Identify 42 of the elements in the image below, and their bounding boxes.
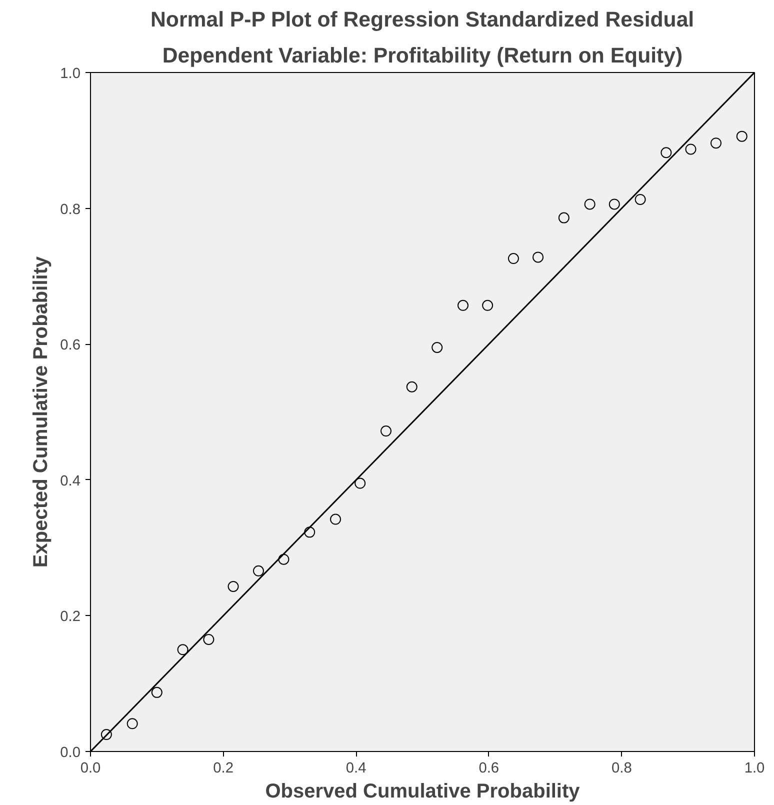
point <box>634 194 646 205</box>
point <box>508 253 519 264</box>
y-tick-label: 0.0 <box>60 745 80 761</box>
y-tick-label: 0.8 <box>60 202 80 218</box>
point <box>304 526 316 538</box>
point <box>685 144 696 155</box>
y-tick-label: 1.0 <box>60 66 80 82</box>
y-tick-label: 0.2 <box>60 609 80 626</box>
x-axis-title: Observed Cumulative Probability <box>265 780 581 802</box>
point <box>710 138 722 149</box>
y-tick-label: 0.6 <box>60 338 80 354</box>
x-tick-label: 1.0 <box>744 760 765 776</box>
point <box>482 300 494 311</box>
point <box>458 300 469 311</box>
point <box>330 514 342 525</box>
y-axis-title: Expected Cumulative Probability <box>30 256 52 568</box>
x-tick-label: 0.6 <box>478 760 500 776</box>
point <box>354 478 366 489</box>
x-tick-label: 0.0 <box>80 760 101 776</box>
point <box>558 212 570 224</box>
point <box>151 686 162 698</box>
point <box>252 565 264 576</box>
point <box>203 634 214 645</box>
point <box>660 147 672 158</box>
x-tick-label: 0.8 <box>612 760 632 776</box>
chart-title: Normal P-P Plot of Regression Standardized Residual <box>150 8 694 32</box>
point <box>432 342 443 353</box>
point <box>177 644 188 656</box>
point <box>278 554 290 565</box>
point <box>608 198 620 210</box>
point <box>736 130 748 142</box>
point <box>126 718 138 730</box>
point <box>100 729 112 740</box>
point <box>406 381 418 392</box>
point <box>584 198 596 210</box>
x-tick-label: 0.2 <box>213 760 234 776</box>
y-tick-label: 0.4 <box>60 473 80 490</box>
point <box>532 252 544 263</box>
point <box>380 426 392 436</box>
x-tick-label: 0.4 <box>346 760 366 776</box>
chart-subtitle: Dependent Variable: Profitability (Return on Equity) <box>162 44 683 68</box>
point <box>228 581 239 592</box>
